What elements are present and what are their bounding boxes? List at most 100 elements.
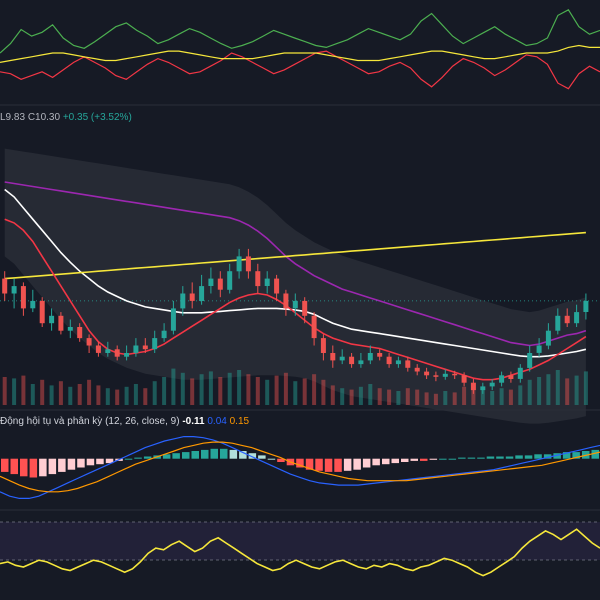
rsi-band (0, 522, 600, 560)
volume-bar (293, 381, 298, 405)
volume-bar (227, 372, 232, 405)
volume-bar (518, 385, 523, 405)
candle-body (77, 327, 83, 339)
macd-histogram-bar (296, 458, 304, 468)
macd-panel[interactable] (0, 436, 600, 499)
volume-bar (330, 385, 335, 405)
macd-histogram-bar (58, 458, 66, 472)
macd-legend[interactable]: Động hội tụ và phân kỳ (12, 26, close, 9… (0, 416, 249, 427)
candle-body (517, 367, 523, 379)
candle-body (86, 338, 92, 346)
candle-body (236, 256, 242, 272)
volume-bar (499, 388, 504, 405)
macd-histogram-bar (86, 458, 95, 466)
candle-body (433, 375, 439, 377)
candle-body (142, 345, 148, 350)
macd-histogram-bar (1, 458, 9, 472)
macd-histogram-bar (277, 458, 285, 462)
candle-body (545, 330, 551, 346)
volume-bar (302, 378, 307, 405)
candle-body (105, 349, 111, 353)
macd-histogram-bar (67, 458, 76, 470)
signal-line (0, 441, 600, 493)
volume-bar (152, 381, 157, 405)
candle-body (574, 312, 580, 324)
macd-histogram-bar (248, 453, 257, 459)
volume-bar (433, 393, 438, 405)
volume-bar (471, 384, 476, 405)
macd-histogram-bar (48, 458, 57, 475)
candle-body (442, 373, 448, 377)
macd-histogram-bar (96, 458, 104, 465)
volume-bar (255, 377, 260, 405)
macd-histogram-bar (591, 449, 599, 459)
macd-histogram-bar (458, 457, 466, 459)
volume-bar (490, 391, 495, 405)
macd-histogram-bar (201, 449, 209, 459)
volume-bar (546, 374, 551, 405)
macd-histogram-bar (382, 458, 390, 465)
candle-body (452, 373, 458, 376)
macd-histogram-bar (515, 455, 523, 459)
candle-body (49, 315, 55, 324)
macd-histogram-bar (220, 448, 228, 459)
volume-bar (115, 389, 120, 405)
volume-bar (124, 386, 129, 405)
candle-body (227, 271, 233, 290)
candle-body (199, 286, 205, 301)
top-indicator-panel[interactable] (0, 9, 600, 90)
volume-bar (58, 381, 63, 405)
candle-body (245, 256, 251, 272)
macd-histogram-bar (429, 458, 438, 460)
candle-body (489, 382, 495, 387)
macd-histogram-bar (391, 458, 399, 464)
candle-body (555, 315, 561, 331)
volume-bar (49, 385, 54, 405)
moving-average-line-2 (4, 181, 587, 347)
volume-bar (180, 372, 185, 405)
candle-body (405, 360, 411, 368)
ohlc-low-value: L9.83 (0, 112, 26, 123)
volume-bar (312, 374, 317, 405)
macd-histogram-bar (315, 458, 323, 471)
volume-bar (162, 377, 167, 405)
candle-body (499, 375, 505, 383)
macd-histogram-bar (105, 458, 114, 464)
volume-bar (283, 372, 288, 405)
volume-bar (508, 389, 513, 405)
macd-histogram-bar (553, 453, 561, 459)
volume-bar (87, 379, 92, 405)
volume-bar (2, 377, 7, 405)
volume-bar (171, 368, 176, 405)
volume-bar (96, 385, 101, 405)
macd-histogram-bar (39, 458, 47, 477)
macd-value: -0.11 (182, 416, 205, 427)
macd-histogram-bar (134, 457, 142, 459)
signal-value: 0.04 (207, 416, 227, 427)
candle-body (358, 360, 364, 365)
candle-body (330, 353, 336, 361)
candle-body (161, 330, 167, 339)
macd-histogram-bar (572, 452, 580, 459)
macd-histogram-bar (410, 458, 418, 461)
candle-body (133, 345, 139, 353)
volume-bar (143, 388, 148, 405)
candle-body (461, 375, 467, 383)
volume-bar (246, 374, 251, 405)
rsi-panel[interactable] (0, 521, 600, 577)
candle-body (583, 300, 589, 312)
macd-histogram-bar (239, 451, 247, 459)
ohlc-close-value: C10.30 (27, 112, 61, 123)
price-panel[interactable] (0, 148, 600, 424)
volume-bar (340, 388, 345, 405)
candle-body (189, 293, 195, 301)
candle-body (424, 371, 430, 376)
candle-body (470, 382, 476, 391)
macd-histogram-bar (10, 458, 18, 475)
volume-bar (68, 386, 73, 405)
volume-bar (555, 370, 560, 405)
candle-body (302, 300, 308, 316)
